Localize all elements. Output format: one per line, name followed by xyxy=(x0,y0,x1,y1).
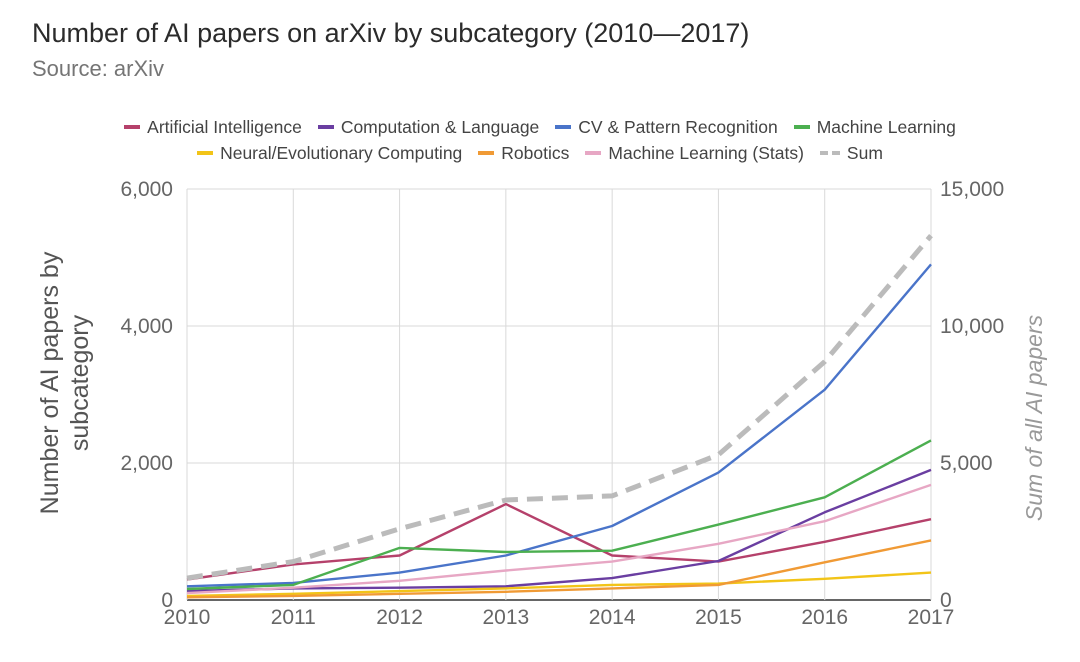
legend-swatch xyxy=(317,125,334,129)
x-axis-ticks: 2010 2011 2012 2013 2014 2015 2016 2017 xyxy=(164,606,955,629)
legend-swatch xyxy=(478,151,495,155)
legend-label: Machine Learning xyxy=(816,116,956,137)
y2-tick-label: 15,000 xyxy=(940,178,1004,201)
legend-item: Machine Learning xyxy=(793,116,956,138)
legend-swatch xyxy=(197,151,214,155)
x-tick-label: 2015 xyxy=(695,606,742,629)
x-tick-label: 2017 xyxy=(908,606,955,629)
legend-swatch xyxy=(555,125,572,129)
legend-swatch xyxy=(585,151,602,155)
legend-item: Computation & Language xyxy=(317,116,540,138)
legend-item: Neural/Evolutionary Computing xyxy=(197,143,462,164)
legend-row: Neural/Evolutionary Computing Robotics Mac… xyxy=(0,140,1080,166)
legend-item: Artificial Intelligence xyxy=(124,117,302,138)
legend-swatch xyxy=(819,151,840,155)
legend: Artificial Intelligence Computation & Lan… xyxy=(0,114,1080,166)
series-line-sum xyxy=(186,233,933,581)
x-tick-label: 2011 xyxy=(271,606,316,629)
x-tick-label: 2014 xyxy=(589,606,636,629)
series-line-neural-evolutionary-computing xyxy=(186,571,932,598)
legend-row: Artificial Intelligence Computation & Lan… xyxy=(0,114,1080,140)
left-axis-ticks: 6,000 4,000 2,000 0 xyxy=(120,178,173,612)
legend-item: CV & Pattern Recognition xyxy=(555,116,778,138)
y-axis-title-line-1: Number of AI papers by xyxy=(36,251,64,514)
right-axis-ticks: 15,000 10,000 5,000 0 xyxy=(940,178,1004,612)
y2-tick-label: 0 xyxy=(940,589,952,612)
series-line-machine-learning-stats xyxy=(186,483,932,595)
series-lines xyxy=(186,233,933,599)
legend-label: Computation & Language xyxy=(340,116,540,137)
y-tick-label: 2,000 xyxy=(120,452,173,475)
legend-item: Machine Learning (Stats) xyxy=(585,143,804,164)
y-tick-label: 0 xyxy=(161,589,173,612)
y2-axis-title: Sum of all AI papers xyxy=(1021,314,1047,521)
series-line-machine-learning xyxy=(186,439,932,591)
y2-tick-label: 10,000 xyxy=(940,315,1004,338)
gridlines xyxy=(186,188,932,601)
x-tick-label: 2012 xyxy=(376,606,423,629)
y-tick-label: 4,000 xyxy=(120,315,173,338)
legend-label: Machine Learning (Stats) xyxy=(608,142,804,163)
legend-label: Sum xyxy=(846,142,883,163)
series-line-computation-language xyxy=(186,468,932,593)
chart-title: Number of AI papers on arXiv by subcateg… xyxy=(32,18,750,48)
series-line-artificial-intelligence xyxy=(186,502,932,581)
y-tick-label: 6,000 xyxy=(120,178,173,201)
x-tick-label: 2016 xyxy=(801,606,848,629)
legend-label: CV & Pattern Recognition xyxy=(578,116,778,137)
legend-item: Sum xyxy=(819,142,883,164)
series-line-cv-pattern-recognition xyxy=(186,263,932,588)
x-tick-label: 2013 xyxy=(482,606,529,629)
y-axis-title-line-2: subcategory xyxy=(66,314,94,451)
legend-swatch xyxy=(793,125,810,129)
x-tick-label: 2010 xyxy=(164,606,211,629)
legend-swatch xyxy=(124,125,141,129)
series-line-robotics xyxy=(186,539,932,599)
legend-label: Robotics xyxy=(501,142,570,163)
y2-tick-label: 5,000 xyxy=(940,452,993,475)
legend-item: Robotics xyxy=(478,143,569,164)
legend-label: Neural/Evolutionary Computing xyxy=(220,142,463,163)
chart-subtitle: Source: arXiv xyxy=(32,56,165,81)
legend-label: Artificial Intelligence xyxy=(147,116,302,137)
